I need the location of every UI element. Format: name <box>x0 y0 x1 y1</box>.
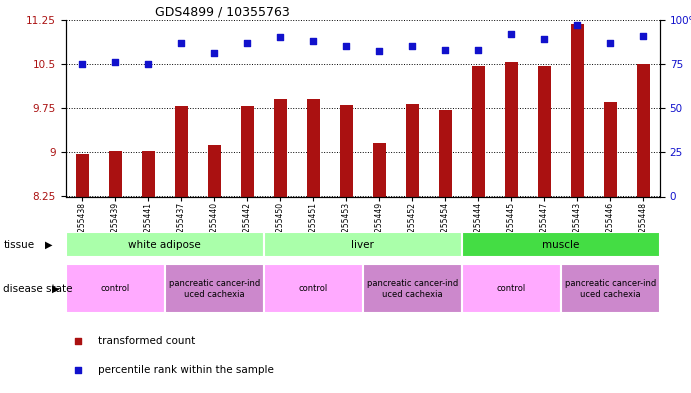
Point <box>605 40 616 46</box>
Point <box>539 36 550 42</box>
Text: control: control <box>101 285 130 293</box>
Bar <box>207 145 221 196</box>
Text: disease state: disease state <box>3 284 73 294</box>
Bar <box>439 110 452 196</box>
Bar <box>264 264 363 313</box>
Text: control: control <box>299 285 328 293</box>
Bar <box>372 143 386 196</box>
Bar <box>561 264 660 313</box>
Bar <box>164 264 264 313</box>
Text: control: control <box>497 285 526 293</box>
Point <box>465 219 476 225</box>
Text: percentile rank within the sample: percentile rank within the sample <box>98 365 274 375</box>
Bar <box>462 264 561 313</box>
Point <box>77 61 88 67</box>
Bar <box>274 99 287 196</box>
Bar <box>604 102 617 196</box>
Point <box>473 46 484 53</box>
Text: ▶: ▶ <box>45 240 53 250</box>
Point <box>242 40 253 46</box>
Bar <box>175 106 188 196</box>
Bar <box>240 106 254 196</box>
Point <box>572 22 583 28</box>
Point <box>341 43 352 49</box>
Text: white adipose: white adipose <box>129 240 201 250</box>
Point <box>275 34 286 40</box>
Bar <box>307 99 320 196</box>
Bar <box>66 232 264 257</box>
Bar <box>108 151 122 196</box>
Text: pancreatic cancer-ind
uced cachexia: pancreatic cancer-ind uced cachexia <box>565 279 656 299</box>
Point <box>142 61 153 67</box>
Text: transformed count: transformed count <box>98 336 196 346</box>
Bar <box>66 264 164 313</box>
Point <box>638 33 649 39</box>
Point <box>110 59 121 65</box>
Bar <box>637 64 650 196</box>
Text: pancreatic cancer-ind
uced cachexia: pancreatic cancer-ind uced cachexia <box>169 279 260 299</box>
Bar <box>340 105 353 196</box>
Bar <box>462 232 660 257</box>
Text: ▶: ▶ <box>52 284 59 294</box>
Text: tissue: tissue <box>3 240 35 250</box>
Bar <box>264 232 462 257</box>
Bar <box>504 62 518 196</box>
Bar <box>538 66 551 196</box>
Bar <box>472 66 485 196</box>
Point <box>176 40 187 46</box>
Text: GDS4899 / 10355763: GDS4899 / 10355763 <box>155 6 290 18</box>
Text: pancreatic cancer-ind
uced cachexia: pancreatic cancer-ind uced cachexia <box>367 279 458 299</box>
Bar <box>406 104 419 196</box>
Point <box>209 50 220 56</box>
Point <box>374 48 385 55</box>
Point <box>307 38 319 44</box>
Point <box>506 31 517 37</box>
Bar <box>363 264 462 313</box>
Bar <box>75 154 88 196</box>
Point <box>439 46 451 53</box>
Bar <box>571 24 584 196</box>
Text: muscle: muscle <box>542 240 580 250</box>
Bar <box>142 151 155 196</box>
Point <box>407 43 418 49</box>
Text: liver: liver <box>351 240 375 250</box>
